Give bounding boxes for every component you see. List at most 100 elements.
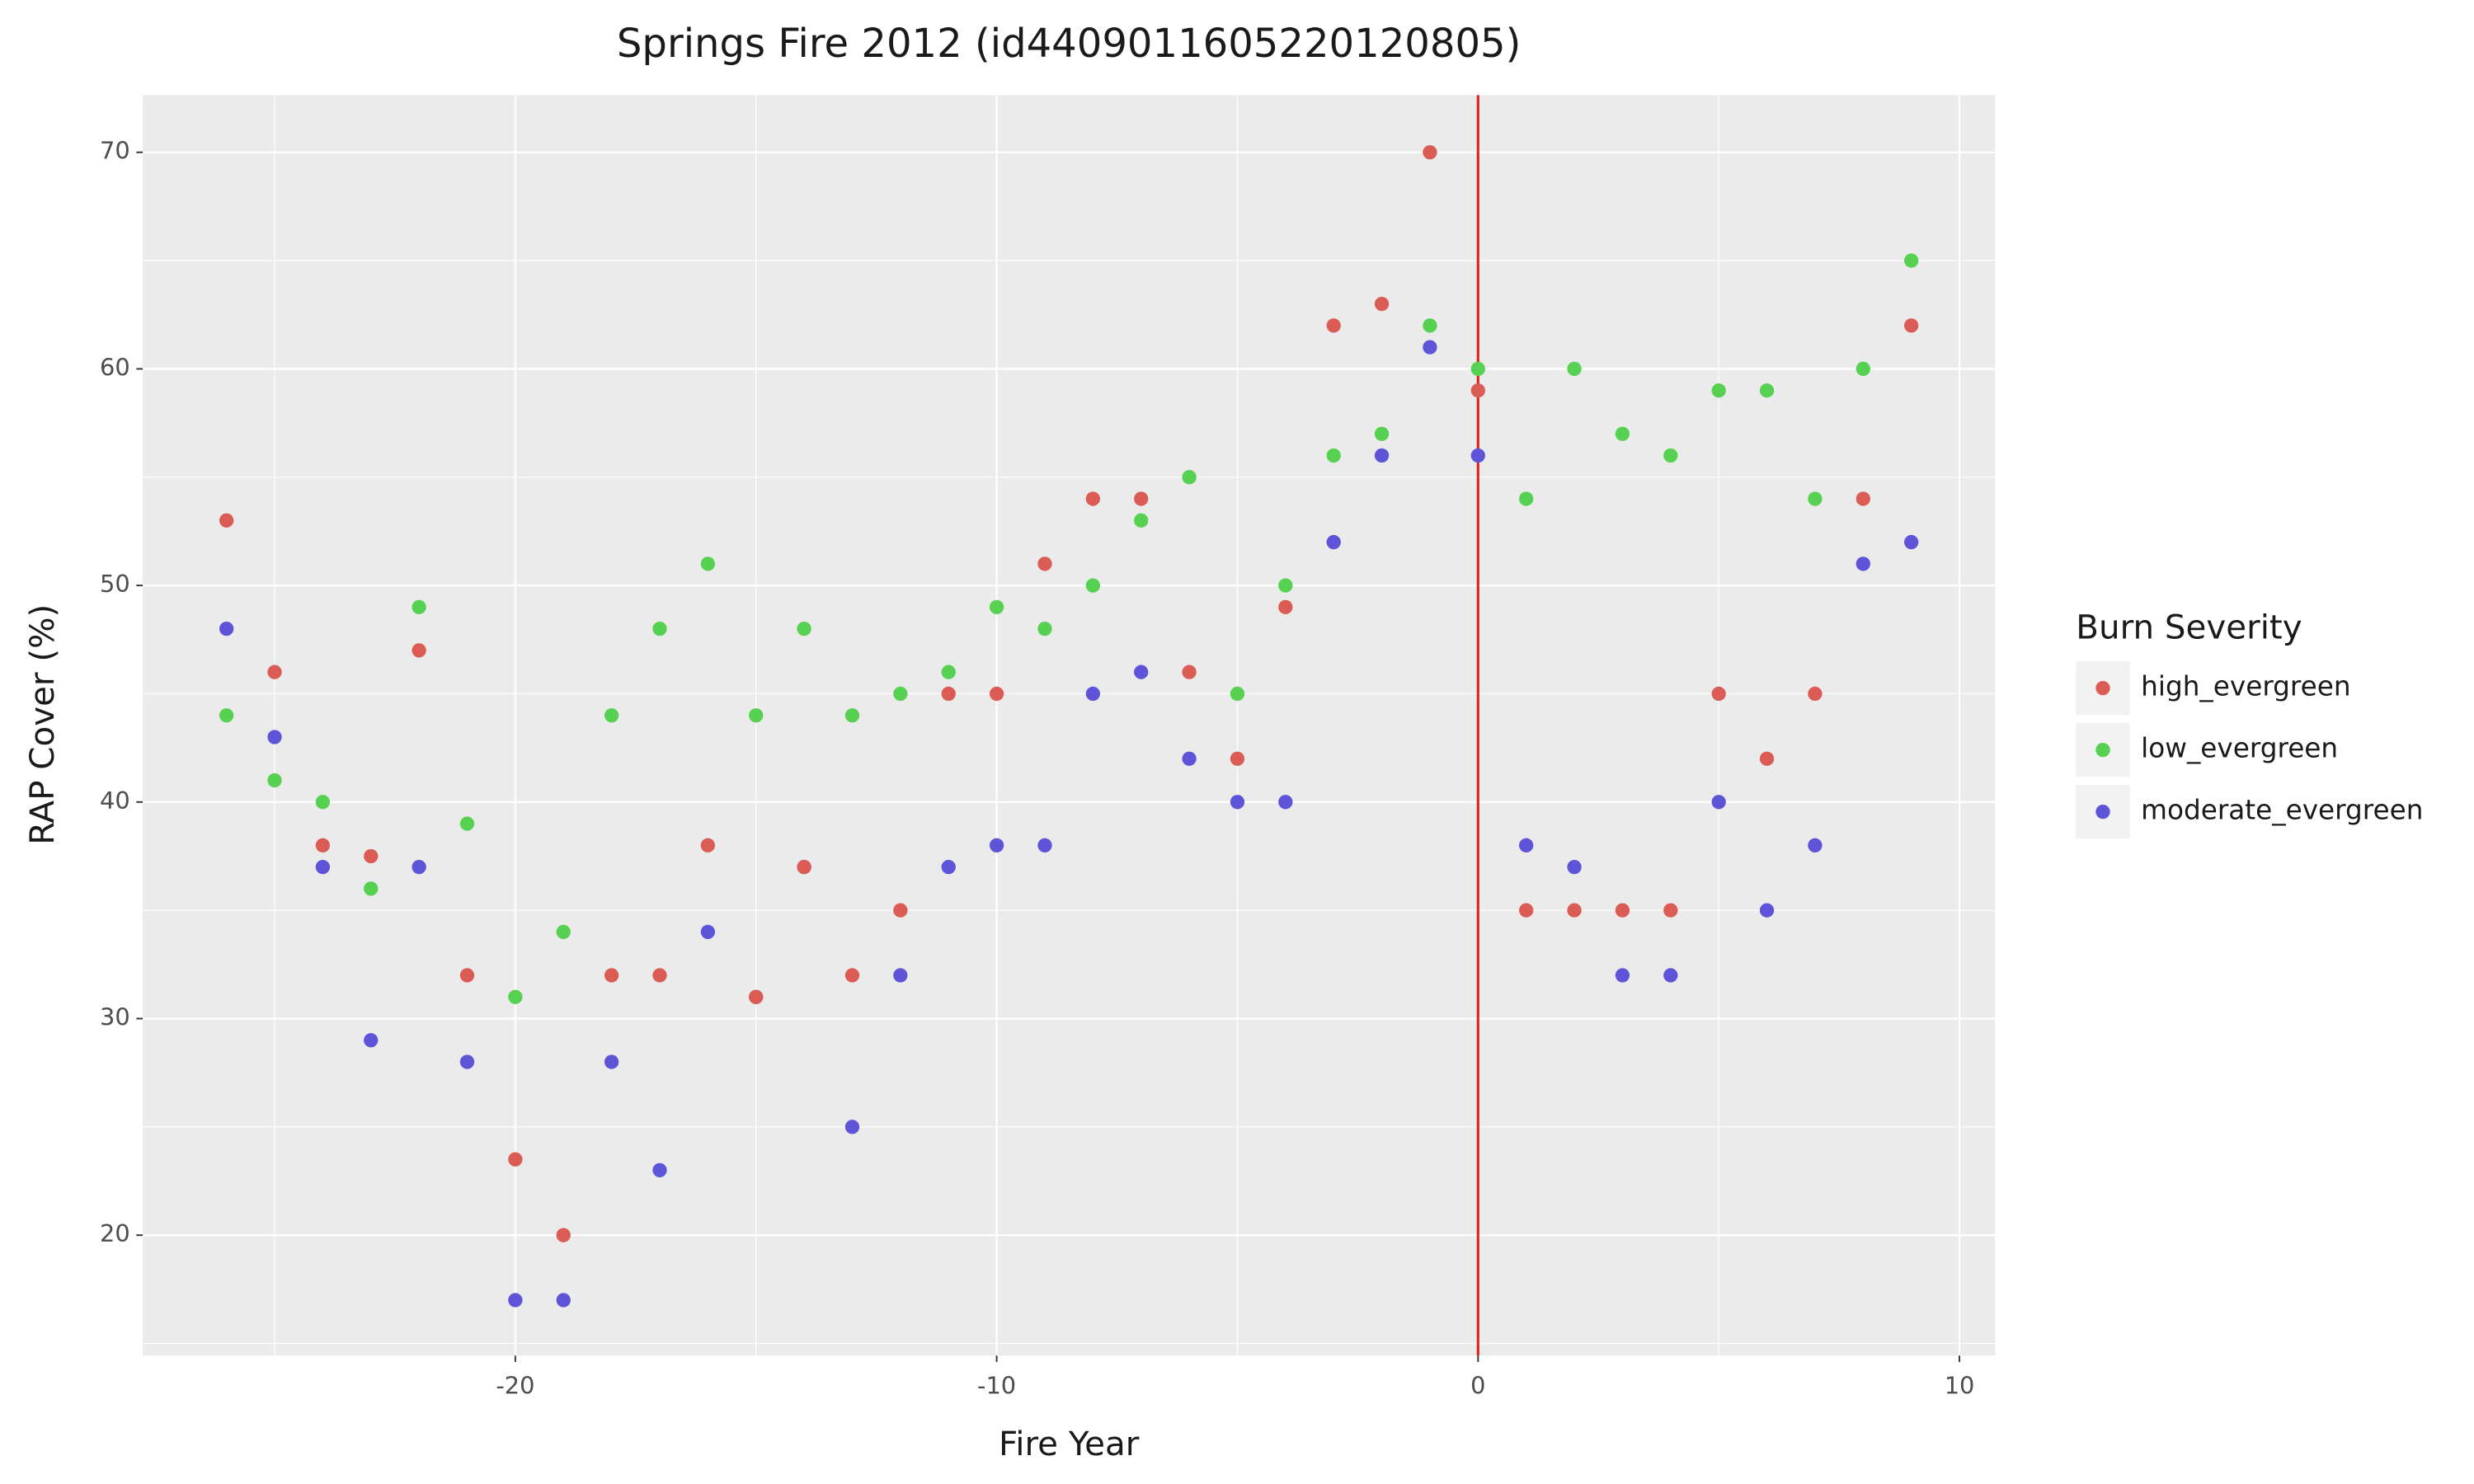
scatter-point xyxy=(364,1033,379,1048)
scatter-point xyxy=(364,848,379,864)
scatter-point xyxy=(1567,859,1582,875)
scatter-point xyxy=(315,795,331,810)
y-tick-label: 50 xyxy=(100,570,130,598)
scatter-point xyxy=(652,1162,667,1178)
scatter-point xyxy=(941,859,956,875)
scatter-point xyxy=(1326,448,1341,463)
legend-marker xyxy=(2095,742,2110,758)
scatter-point xyxy=(1904,534,1919,550)
scatter-point xyxy=(700,924,716,940)
scatter-point xyxy=(508,1293,523,1308)
scatter-point xyxy=(508,1152,523,1167)
scatter-point xyxy=(893,968,908,983)
y-tick-label: 60 xyxy=(100,353,130,381)
scatter-point xyxy=(1856,556,1870,571)
scatter-point xyxy=(508,989,523,1004)
scatter-point xyxy=(749,989,764,1004)
scatter-point xyxy=(604,968,619,983)
scatter-point xyxy=(459,1054,475,1069)
scatter-point xyxy=(1037,556,1052,571)
scatter-point xyxy=(1134,491,1149,506)
scatter-point xyxy=(267,730,282,744)
scatter-point xyxy=(219,513,234,528)
scatter-point xyxy=(459,968,475,983)
legend-marker xyxy=(2095,680,2110,696)
scatter-point xyxy=(1326,534,1341,550)
scatter-point xyxy=(412,859,426,875)
scatter-point xyxy=(1711,686,1726,702)
scatter-point xyxy=(893,686,908,702)
scatter-point xyxy=(1085,491,1100,506)
scatter-point xyxy=(267,665,282,679)
scatter-point xyxy=(1423,318,1437,333)
scatter-point xyxy=(1759,383,1775,398)
scatter-point xyxy=(1374,448,1390,463)
scatter-point xyxy=(652,621,667,636)
y-tick-label: 20 xyxy=(100,1219,130,1247)
scatter-point xyxy=(556,924,571,940)
scatter-point xyxy=(1759,903,1775,918)
scatter-point xyxy=(749,708,764,723)
scatter-point xyxy=(315,859,331,875)
legend-label: high_evergreen xyxy=(2141,671,2350,702)
scatter-point xyxy=(844,1120,860,1134)
x-tick-label: -20 xyxy=(496,1372,534,1400)
scatter-point xyxy=(941,686,956,702)
scatter-point xyxy=(1904,253,1919,268)
scatter-point xyxy=(1374,296,1390,312)
scatter-point xyxy=(1085,686,1100,702)
scatter-point xyxy=(1856,491,1870,506)
scatter-point xyxy=(1470,383,1485,398)
legend-label: low_evergreen xyxy=(2141,733,2338,764)
scatter-point xyxy=(844,968,860,983)
scatter-point xyxy=(556,1293,571,1308)
scatter-point xyxy=(1470,361,1485,377)
scatter-point xyxy=(1182,751,1197,766)
scatter-point xyxy=(1037,838,1052,852)
scatter-point xyxy=(1567,903,1582,918)
scatter-point xyxy=(364,881,379,896)
scatter-point xyxy=(1615,426,1630,441)
scatter-point xyxy=(1278,599,1293,615)
scatter-point xyxy=(1230,686,1245,702)
scatter-point xyxy=(1374,426,1390,441)
legend-title: Burn Severity xyxy=(2076,608,2302,646)
scatter-point xyxy=(1808,686,1823,702)
scatter-point xyxy=(604,1054,619,1069)
plot-panel xyxy=(143,95,1996,1356)
scatter-point xyxy=(1663,448,1678,463)
scatter-point xyxy=(1182,665,1197,679)
scatter-point xyxy=(1519,838,1534,852)
scatter-point xyxy=(1037,621,1052,636)
scatter-point xyxy=(700,838,716,852)
scatter-point xyxy=(1808,491,1823,506)
scatter-point xyxy=(1182,470,1197,485)
scatter-point xyxy=(1615,968,1630,983)
scatter-point xyxy=(1711,383,1726,398)
scatter-point xyxy=(797,859,811,875)
scatter-point xyxy=(219,708,234,723)
scatter-point xyxy=(1326,318,1341,333)
scatter-point xyxy=(989,686,1004,702)
scatter-point xyxy=(604,708,619,723)
scatter-point xyxy=(459,816,475,831)
scatter-point xyxy=(700,556,716,571)
x-tick-label: 0 xyxy=(1470,1372,1485,1400)
scatter-point xyxy=(1567,361,1582,377)
scatter-point xyxy=(652,968,667,983)
scatter-point xyxy=(1470,448,1485,463)
x-tick-label: -10 xyxy=(977,1372,1016,1400)
scatter-point xyxy=(1230,751,1245,766)
scatter-point xyxy=(1759,751,1775,766)
y-axis-label: RAP Cover (%) xyxy=(23,604,62,845)
scatter-point xyxy=(1519,903,1534,918)
scatter-point xyxy=(893,903,908,918)
scatter-point xyxy=(556,1228,571,1242)
scatter-point xyxy=(1230,795,1245,810)
scatter-point xyxy=(844,708,860,723)
scatter-point xyxy=(941,665,956,679)
legend-label: moderate_evergreen xyxy=(2141,795,2423,826)
scatter-point xyxy=(1663,968,1678,983)
scatter-point xyxy=(1663,903,1678,918)
